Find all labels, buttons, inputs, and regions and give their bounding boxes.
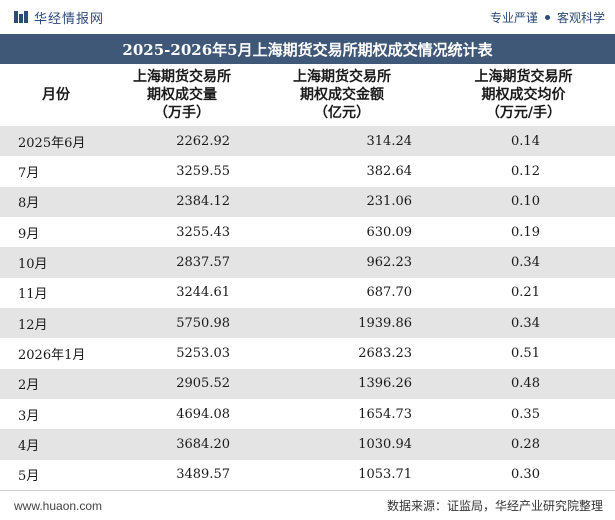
cell-month: 12月 — [18, 317, 48, 333]
header-avg-price: 上海期货交易所 期权成交均价 （万元/手） — [432, 64, 615, 126]
cell-amount: 1030.94 — [358, 436, 412, 452]
footer: www.huaon.com 数据来源：证监局，华经产业研究院整理 — [0, 490, 615, 520]
cell-volume: 3259.55 — [176, 163, 230, 179]
cell-avg-price: 0.12 — [511, 163, 540, 179]
cell-volume: 2905.52 — [176, 376, 230, 392]
cell-month: 7月 — [18, 165, 40, 181]
cell-amount: 1396.26 — [358, 376, 412, 392]
header-amount-line3: （亿元） — [314, 105, 370, 121]
header-month: 月份 — [0, 64, 112, 126]
header-avg-line1: 上海期货交易所 — [474, 69, 573, 85]
cell-amount: 1939.86 — [358, 315, 412, 331]
table-title: 2025-2026年5月上海期货交易所期权成交情况统计表 — [0, 34, 615, 64]
table-row: 11月 3244.61 687.70 0.21 — [0, 277, 615, 308]
cell-volume: 3244.61 — [176, 285, 230, 301]
cell-volume: 2262.92 — [176, 133, 230, 149]
cell-month: 8月 — [18, 196, 40, 212]
footer-source: 数据来源：证监局，华经产业研究院整理 — [386, 499, 603, 513]
cell-month: 2026年1月 — [18, 347, 86, 363]
cell-volume: 2384.12 — [176, 194, 230, 210]
table-row: 2月 2905.52 1396.26 0.48 — [0, 368, 615, 399]
cell-amount: 2683.23 — [358, 345, 412, 361]
cell-amount: 962.23 — [366, 254, 413, 270]
table-header-row: 月份 上海期货交易所 期权成交量 （万手） 上海期货交易所 期权成交金额 （亿元… — [0, 64, 615, 126]
tagline-left: 专业严谨 — [489, 10, 538, 25]
header-avg-line2: 期权成交均价 — [481, 87, 566, 103]
cell-amount: 630.09 — [366, 224, 413, 240]
cell-avg-price: 0.21 — [511, 285, 540, 301]
cell-avg-price: 0.34 — [511, 315, 540, 331]
header-month-label: 月份 — [42, 87, 70, 103]
table-row: 3月 4694.08 1654.73 0.35 — [0, 398, 615, 430]
cell-avg-price: 0.34 — [511, 254, 540, 270]
cell-avg-price: 0.35 — [511, 406, 540, 422]
header-amount-line1: 上海期货交易所 — [293, 69, 391, 85]
footer-url[interactable]: www.huaon.com — [14, 498, 103, 513]
tagline: 专业严谨 客观科学 — [490, 9, 605, 26]
cell-volume: 2837.57 — [176, 254, 230, 270]
table-row: 2026年1月 5253.03 2683.23 0.51 — [0, 338, 615, 369]
table-title-text: 2025-2026年5月上海期货交易所期权成交情况统计表 — [122, 40, 493, 59]
cell-amount: 1654.73 — [358, 406, 412, 422]
cell-amount: 231.06 — [366, 194, 413, 210]
table-row: 2025年6月 2262.92 314.24 0.14 — [0, 126, 615, 157]
cell-month: 2月 — [18, 378, 40, 394]
cell-amount: 314.24 — [366, 133, 413, 149]
cell-avg-price: 0.14 — [511, 133, 540, 149]
cell-month: 5月 — [18, 469, 40, 485]
table-row: 10月 2837.57 962.23 0.34 — [0, 247, 615, 278]
cell-amount: 1053.71 — [358, 467, 412, 483]
cell-volume: 3489.57 — [176, 467, 230, 483]
table-row: 4月 3684.20 1030.94 0.28 — [0, 429, 615, 460]
header-volume: 上海期货交易所 期权成交量 （万手） — [112, 64, 252, 126]
header-amount-line2: 期权成交金额 — [300, 87, 384, 103]
cell-month: 4月 — [18, 438, 40, 454]
cell-avg-price: 0.51 — [511, 345, 540, 361]
table-row: 9月 3255.43 630.09 0.19 — [0, 216, 615, 248]
cell-avg-price: 0.30 — [511, 467, 540, 483]
table-row: 12月 5750.98 1939.86 0.34 — [0, 307, 615, 339]
header-volume-line1: 上海期货交易所 — [133, 69, 231, 85]
tagline-right: 客观科学 — [556, 10, 605, 25]
header-volume-line3: （万手） — [154, 105, 210, 121]
cell-avg-price: 0.19 — [511, 224, 540, 240]
cell-volume: 5253.03 — [176, 345, 230, 361]
tagline-separator-dot — [544, 14, 550, 20]
cell-month: 3月 — [18, 408, 40, 424]
brand-name: 华经情报网 — [34, 11, 105, 27]
cell-avg-price: 0.10 — [511, 194, 540, 210]
cell-avg-price: 0.48 — [511, 376, 540, 392]
cell-volume: 3684.20 — [176, 436, 230, 452]
table-row: 5月 3489.57 1053.71 0.30 — [0, 459, 615, 490]
cell-amount: 687.70 — [366, 285, 413, 301]
cell-month: 2025年6月 — [18, 135, 86, 151]
cell-amount: 382.64 — [366, 163, 413, 179]
cell-month: 10月 — [18, 256, 48, 272]
cell-volume: 4694.08 — [176, 406, 230, 422]
table-row: 7月 3259.55 382.64 0.12 — [0, 156, 615, 187]
header-volume-line2: 期权成交量 — [147, 87, 217, 103]
cell-volume: 5750.98 — [176, 315, 230, 331]
table-row: 8月 2384.12 231.06 0.10 — [0, 186, 615, 217]
top-bar: 华经情报网 专业严谨 客观科学 — [0, 0, 615, 34]
cell-month: 11月 — [18, 287, 48, 303]
table-body: 2025年6月 2262.92 314.24 0.14 7月 3259.55 3… — [0, 126, 615, 490]
header-avg-line3: （万元/手） — [485, 105, 562, 121]
cell-volume: 3255.43 — [176, 224, 230, 240]
cell-avg-price: 0.28 — [511, 436, 540, 452]
header-amount: 上海期货交易所 期权成交金额 （亿元） — [252, 64, 432, 126]
brand: 华经情报网 — [14, 8, 104, 27]
cell-month: 9月 — [18, 226, 40, 242]
brand-logo-icon — [14, 11, 28, 23]
